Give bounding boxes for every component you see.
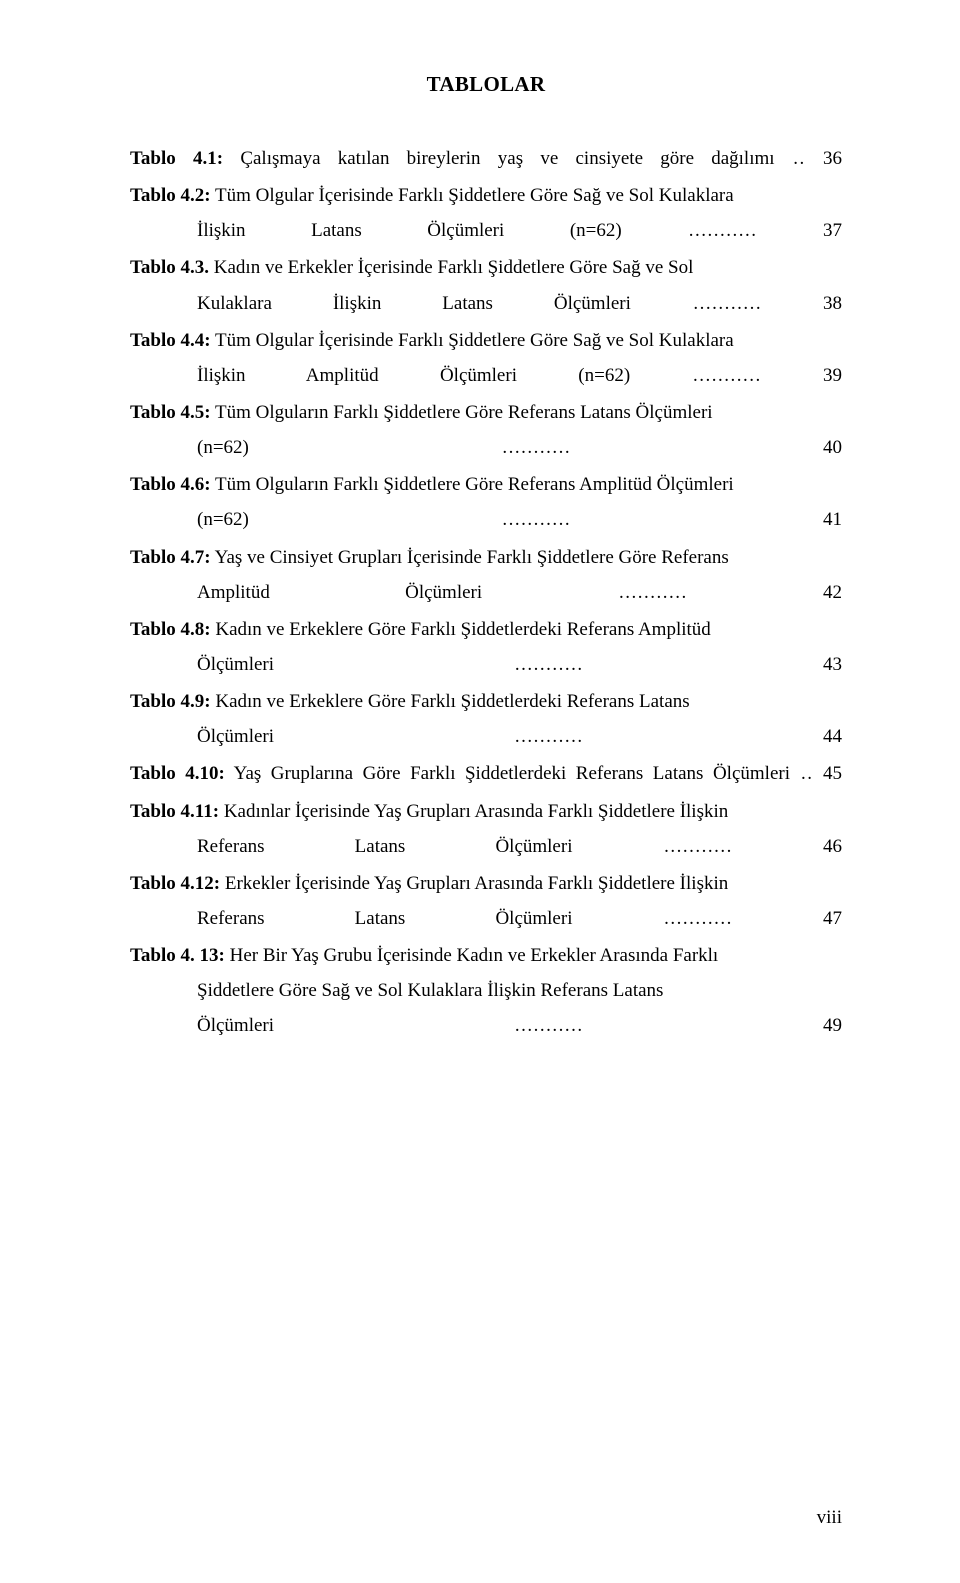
toc-leader: ........... [274, 654, 584, 675]
toc-line: Kulaklara İlişkin Latans Ölçümleri .....… [130, 286, 842, 321]
toc-line: Tablo 4.5: Tüm Olguların Farklı Şiddetle… [130, 395, 842, 430]
toc-page-number: 43 [584, 654, 842, 675]
toc-line: İlişkin Latans Ölçümleri (n=62) ........… [130, 213, 842, 248]
toc-line: Tablo 4.1: Çalışmaya katılan bireylerin … [130, 141, 842, 176]
page: TABLOLAR Tablo 4.1: Çalışmaya katılan bi… [0, 0, 960, 1583]
toc-line: Tablo 4.6: Tüm Olguların Farklı Şiddetle… [130, 467, 842, 502]
toc-page-number: 37 [757, 220, 842, 241]
toc-page-number: 47 [733, 908, 842, 929]
toc-leader: ........... [631, 293, 762, 314]
toc-text: Referans Latans Ölçümleri [197, 836, 572, 857]
toc-text: Referans Latans Ölçümleri [197, 908, 572, 929]
toc-text: Amplitüd Ölçümleri [197, 582, 482, 603]
toc-leader: ........... [274, 726, 584, 747]
toc-line: Ölçümleri ........... 44 [130, 719, 842, 754]
toc-line: Tablo 4.7: Yaş ve Cinsiyet Grupları İçer… [130, 540, 842, 575]
toc-line: Amplitüd Ölçümleri ........... 42 [130, 575, 842, 610]
toc-page-number: 44 [584, 726, 842, 747]
toc-line: Tablo 4.3. Kadın ve Erkekler İçerisinde … [130, 250, 842, 285]
toc-leader: ........... [274, 1015, 584, 1036]
toc-line: Tablo 4.12: Erkekler İçerisinde Yaş Grup… [130, 866, 842, 901]
toc-line: Referans Latans Ölçümleri ........... 46 [130, 829, 842, 864]
toc-line: (n=62) ........... 41 [130, 502, 842, 537]
toc-page-number: 49 [584, 1015, 842, 1036]
toc-page-number: 40 [571, 437, 842, 458]
toc-text: Ölçümleri [197, 1015, 274, 1036]
toc-text: Tablo 4.1: Çalışmaya katılan bireylerin … [130, 148, 775, 169]
toc-line: Tablo 4. 13: Her Bir Yaş Grubu İçerisind… [130, 938, 842, 973]
toc-line: İlişkin Amplitüd Ölçümleri (n=62) ......… [130, 358, 842, 393]
toc-line: Tablo 4.11: Kadınlar İçerisinde Yaş Grup… [130, 794, 842, 829]
toc-page-number: 38 [762, 293, 842, 314]
toc-page-number: 45 [814, 763, 843, 784]
toc-line: Tablo 4.4: Tüm Olgular İçerisinde Farklı… [130, 323, 842, 358]
toc-text: İlişkin Latans Ölçümleri (n=62) [197, 220, 622, 241]
toc-line: Tablo 4.10: Yaş Gruplarına Göre Farklı Ş… [130, 756, 842, 791]
toc-line: Ölçümleri ........... 49 [130, 1008, 842, 1043]
toc-line: Tablo 4.8: Kadın ve Erkeklere Göre Farkl… [130, 612, 842, 647]
toc-page-number: 46 [733, 836, 842, 857]
toc-page-number: 42 [688, 582, 842, 603]
toc-leader: ........... [249, 509, 571, 530]
page-number-folio: viii [817, 1507, 842, 1529]
toc-text: İlişkin Amplitüd Ölçümleri (n=62) [197, 365, 630, 386]
toc-leader: ........... [572, 908, 732, 929]
toc-leader: ........... [630, 365, 762, 386]
toc-leader: .. [775, 148, 806, 169]
toc-line: Referans Latans Ölçümleri ........... 47 [130, 901, 842, 936]
table-of-contents: Tablo 4.1: Çalışmaya katılan bireylerin … [130, 141, 842, 1044]
toc-leader: .. [790, 763, 814, 784]
toc-page-number: 39 [762, 365, 842, 386]
toc-leader: ........... [249, 437, 571, 458]
toc-line: Ölçümleri ........... 43 [130, 647, 842, 682]
toc-page-number: 36 [806, 148, 842, 169]
toc-page-number: 41 [571, 509, 842, 530]
toc-line: Tablo 4.2: Tüm Olgular İçerisinde Farklı… [130, 178, 842, 213]
toc-leader: ........... [572, 836, 732, 857]
toc-text: (n=62) [197, 509, 249, 530]
toc-text: Ölçümleri [197, 726, 274, 747]
toc-leader: ........... [622, 220, 758, 241]
toc-text: (n=62) [197, 437, 249, 458]
toc-text: Kulaklara İlişkin Latans Ölçümleri [197, 293, 631, 314]
toc-line: (n=62) ........... 40 [130, 430, 842, 465]
toc-text: Tablo 4.10: Yaş Gruplarına Göre Farklı Ş… [130, 763, 790, 784]
toc-text: Ölçümleri [197, 654, 274, 675]
page-title: TABLOLAR [130, 72, 842, 97]
toc-line: Tablo 4.9: Kadın ve Erkeklere Göre Farkl… [130, 684, 842, 719]
toc-line: Şiddetlere Göre Sağ ve Sol Kulaklara İli… [130, 973, 842, 1008]
toc-leader: ........... [482, 582, 688, 603]
